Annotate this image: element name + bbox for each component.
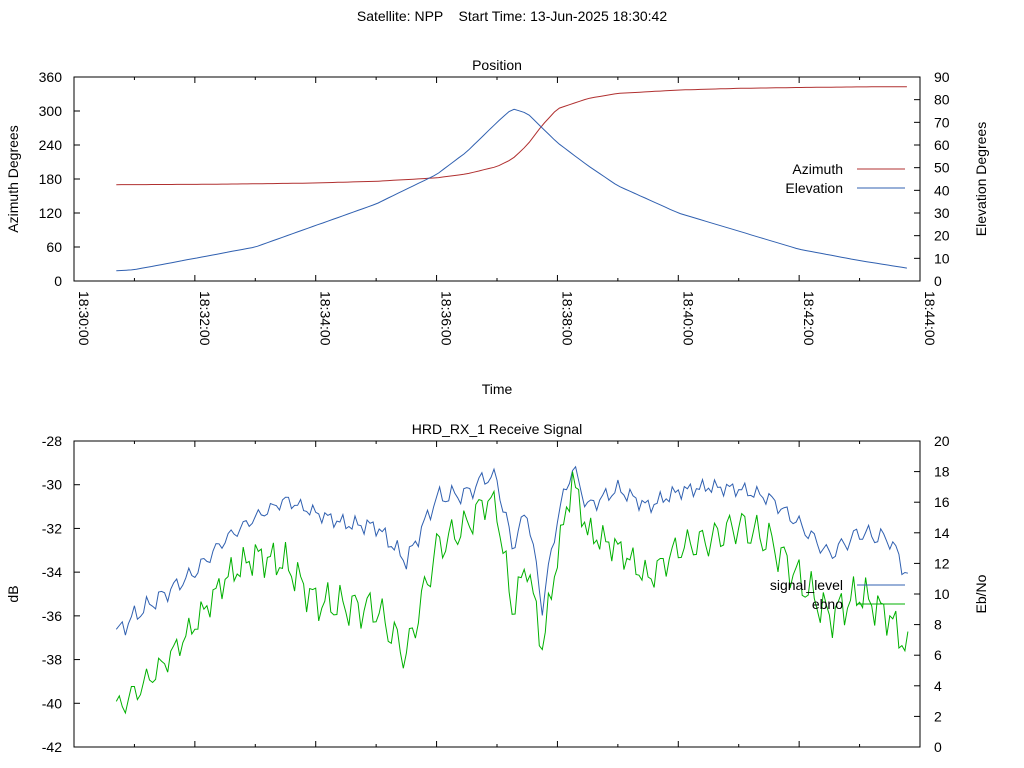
series-line-Azimuth bbox=[116, 86, 907, 186]
y-tick-label: 240 bbox=[39, 137, 63, 153]
x-tick-label: 18:30:00 bbox=[76, 291, 92, 346]
y2-tick-label: 90 bbox=[934, 69, 950, 85]
y2-tick-label: 0 bbox=[934, 273, 942, 289]
y2-tick-label: 80 bbox=[934, 92, 950, 108]
y-tick-label: -34 bbox=[42, 564, 62, 580]
x-axis-label: Time bbox=[482, 381, 513, 397]
y-axis-label: Azimuth Degrees bbox=[5, 125, 21, 232]
y2-tick-label: 4 bbox=[934, 678, 942, 694]
legend-label-Elevation: Elevation bbox=[785, 180, 843, 196]
page-title: Satellite: NPP Start Time: 13-Jun-2025 1… bbox=[356, 8, 668, 24]
y2-tick-label: 50 bbox=[934, 160, 950, 176]
x-tick-label: 18:32:00 bbox=[197, 291, 213, 346]
y2-tick-label: 10 bbox=[934, 250, 950, 266]
y2-tick-label: 14 bbox=[934, 525, 950, 541]
y2-tick-label: 30 bbox=[934, 205, 950, 221]
x-tick-label: 18:38:00 bbox=[559, 291, 575, 346]
y-tick-label: -42 bbox=[42, 739, 62, 755]
y2-tick-label: 10 bbox=[934, 586, 950, 602]
x-tick-label: 18:42:00 bbox=[801, 291, 817, 346]
y2-tick-label: 0 bbox=[934, 739, 942, 755]
y2-tick-label: 60 bbox=[934, 137, 950, 153]
y2-tick-label: 6 bbox=[934, 647, 942, 663]
y2-axis-label: Eb/No bbox=[973, 574, 989, 613]
y2-tick-label: 2 bbox=[934, 708, 942, 724]
y-tick-label: 60 bbox=[46, 239, 62, 255]
y-tick-label: 180 bbox=[39, 171, 63, 187]
y2-axis-label: Elevation Degrees bbox=[973, 122, 989, 236]
y-tick-label: -32 bbox=[42, 520, 62, 536]
y2-tick-label: 40 bbox=[934, 182, 950, 198]
x-tick-label: 18:34:00 bbox=[318, 291, 334, 346]
y-tick-label: -38 bbox=[42, 652, 62, 668]
y2-tick-label: 18 bbox=[934, 464, 950, 480]
y-tick-label: 300 bbox=[39, 103, 63, 119]
plot-frame bbox=[73, 76, 921, 282]
x-tick-label: 18:36:00 bbox=[439, 291, 455, 346]
y-tick-label: 120 bbox=[39, 205, 63, 221]
y-axis-label: dB bbox=[5, 585, 21, 602]
y-tick-label: 360 bbox=[39, 69, 63, 85]
series-line-Elevation bbox=[116, 108, 907, 272]
plot-frame bbox=[73, 440, 921, 748]
legend-label-ebno: ebno bbox=[812, 596, 843, 612]
series-line-signal_level bbox=[115, 465, 909, 636]
chart-title: Position bbox=[472, 57, 522, 73]
y-tick-label: -36 bbox=[42, 608, 62, 624]
y-tick-label: 0 bbox=[54, 273, 62, 289]
chart-title: HRD_RX_1 Receive Signal bbox=[412, 421, 582, 437]
legend-label-Azimuth: Azimuth bbox=[792, 161, 843, 177]
y2-tick-label: 12 bbox=[934, 555, 950, 571]
x-tick-label: 18:40:00 bbox=[680, 291, 696, 346]
y2-tick-label: 20 bbox=[934, 228, 950, 244]
series-line-ebno bbox=[115, 471, 909, 715]
y-tick-label: -28 bbox=[42, 433, 62, 449]
y-tick-label: -40 bbox=[42, 695, 62, 711]
y-tick-label: -30 bbox=[42, 477, 62, 493]
y2-tick-label: 20 bbox=[934, 433, 950, 449]
x-tick-label: 18:44:00 bbox=[922, 291, 938, 346]
y2-tick-label: 16 bbox=[934, 494, 950, 510]
y2-tick-label: 8 bbox=[934, 617, 942, 633]
legend-label-signal_level: signal_level bbox=[770, 577, 843, 593]
y2-tick-label: 70 bbox=[934, 114, 950, 130]
